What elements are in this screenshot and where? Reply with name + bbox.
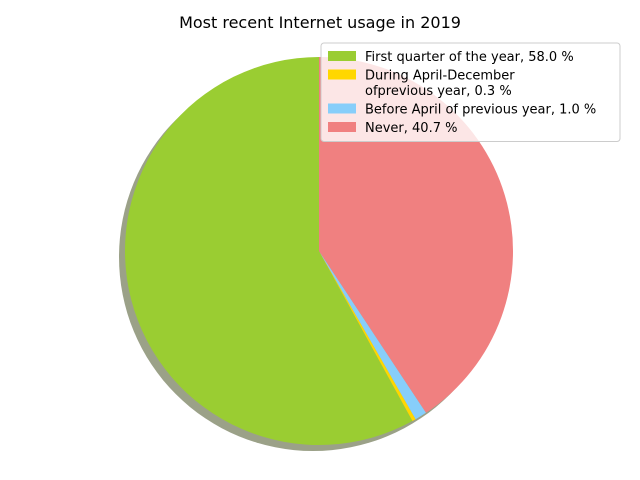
legend-label-2: Before April of previous year, 1.0 % bbox=[365, 103, 596, 118]
pie-slice-0 bbox=[124, 57, 413, 445]
chart-title: Most recent Internet usage in 2019 bbox=[179, 13, 461, 32]
pie-slices bbox=[124, 57, 513, 445]
legend-swatch-1 bbox=[328, 69, 356, 80]
legend-label-1: During April-December ofprevious year, 0.… bbox=[365, 69, 515, 100]
legend-box bbox=[320, 42, 621, 142]
pie-slice-2 bbox=[319, 251, 427, 420]
pie-slice-1 bbox=[319, 251, 416, 421]
legend-swatch-2 bbox=[328, 103, 356, 114]
legend: First quarter of the year, 58.0 % During … bbox=[320, 42, 621, 142]
pie-slice-3 bbox=[319, 57, 513, 413]
legend-swatch-3 bbox=[328, 122, 356, 132]
legend-swatch-0 bbox=[328, 51, 356, 61]
legend-label-0: First quarter of the year, 58.0 % bbox=[365, 50, 574, 65]
legend-label-3: Never, 40.7 % bbox=[365, 121, 457, 136]
